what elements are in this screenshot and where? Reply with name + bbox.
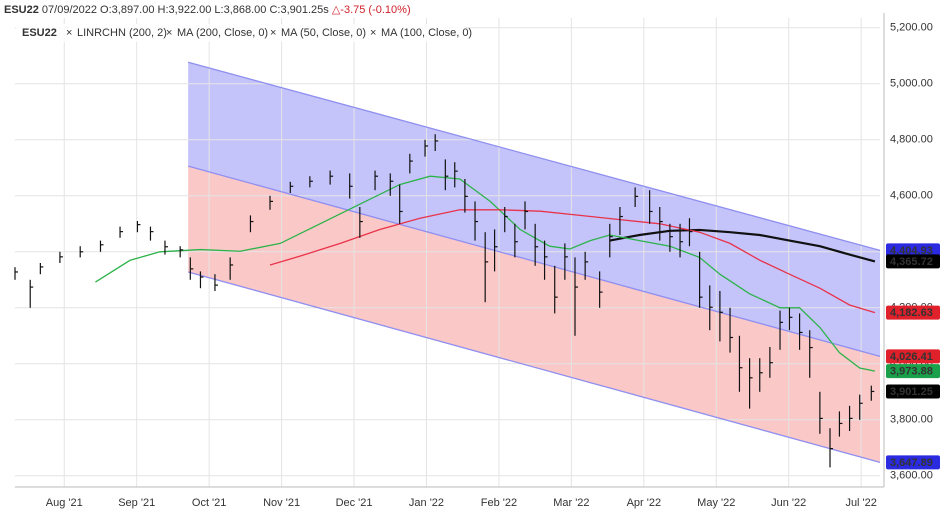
legend-close-icon: × — [66, 27, 72, 39]
legend-close-icon: × — [166, 27, 172, 39]
y-tick-label: 4,800.00 — [890, 134, 933, 146]
x-tick-label: Feb '22 — [481, 497, 517, 509]
symbol: ESU22 — [4, 4, 39, 16]
moving-average — [269, 209, 876, 314]
channel-upper-line — [187, 61, 881, 252]
change: △-3.75 (-0.10%) — [332, 4, 411, 16]
quote: O:3,897.00 H:3,922.00 L:3,868.00 C:3,901… — [100, 4, 329, 16]
x-tick-label: Sep '21 — [118, 497, 155, 509]
x-tick-label: Dec '21 — [336, 497, 373, 509]
price-tag-label: 3,973.88 — [890, 366, 933, 378]
y-tick-label: 3,600.00 — [890, 470, 933, 482]
price-tag — [886, 254, 940, 269]
channel-lower-area — [188, 166, 880, 463]
legend-entry: MA (100, Close, 0) — [381, 27, 472, 39]
x-tick-label: Jul '22 — [845, 497, 876, 509]
legend-entry: MA (50, Close, 0) — [281, 27, 366, 39]
price-tag-label: 4,182.63 — [890, 307, 933, 319]
plot: 5,200.005,000.004,800.004,600.004,400.00… — [14, 13, 940, 509]
x-tick-label: Mar '22 — [553, 497, 589, 509]
price-tag-label: 3,647.89 — [890, 457, 933, 469]
y-tick-label: 5,200.00 — [890, 22, 933, 34]
price-tag — [886, 349, 940, 364]
x-tick-label: May '22 — [697, 497, 735, 509]
price-tag-label: 3,901.25 — [890, 386, 933, 398]
legend-entry: LINRCHN (200, 2) — [77, 27, 167, 39]
channel-upper-area — [188, 62, 880, 357]
moving-average — [609, 228, 876, 263]
legend-close-icon: × — [270, 27, 276, 39]
legend-entry: MA (200, Close, 0) — [177, 27, 268, 39]
y-tick-label: 4,600.00 — [890, 190, 933, 202]
price-tag — [886, 455, 940, 470]
x-tick-label: Jun '22 — [771, 497, 806, 509]
header: ESU22 07/09/2022 O:3,897.00 H:3,922.00 L… — [4, 4, 411, 16]
price-tag-label: 4,365.72 — [890, 256, 933, 268]
legend-box — [16, 24, 466, 42]
y-tick-label: 3,800.00 — [890, 414, 933, 426]
price-tag-label: 4,026.41 — [890, 351, 933, 363]
x-tick-label: Jan '22 — [409, 497, 444, 509]
legend: ESU22 × LINRCHN (200, 2) × MA (200, Close, 0… — [16, 24, 472, 42]
price-tag-label: 4,404.93 — [890, 245, 933, 257]
x-tick-label: Nov '21 — [263, 497, 300, 509]
x-tick-label: Apr '22 — [627, 497, 662, 509]
x-tick-label: Aug '21 — [46, 497, 83, 509]
date: 07/09/2022 — [42, 4, 97, 16]
channel-lower-line — [187, 271, 881, 464]
price-tag — [886, 243, 940, 258]
y-tick-label: 5,000.00 — [890, 78, 933, 90]
legend-close-icon: × — [370, 27, 376, 39]
price-tag — [886, 364, 940, 379]
price-tag — [886, 305, 940, 320]
legend-title: ESU22 — [22, 27, 57, 39]
channel-middle-line — [187, 165, 881, 358]
x-tick-label: Oct '21 — [192, 497, 227, 509]
price-tag — [886, 384, 940, 399]
